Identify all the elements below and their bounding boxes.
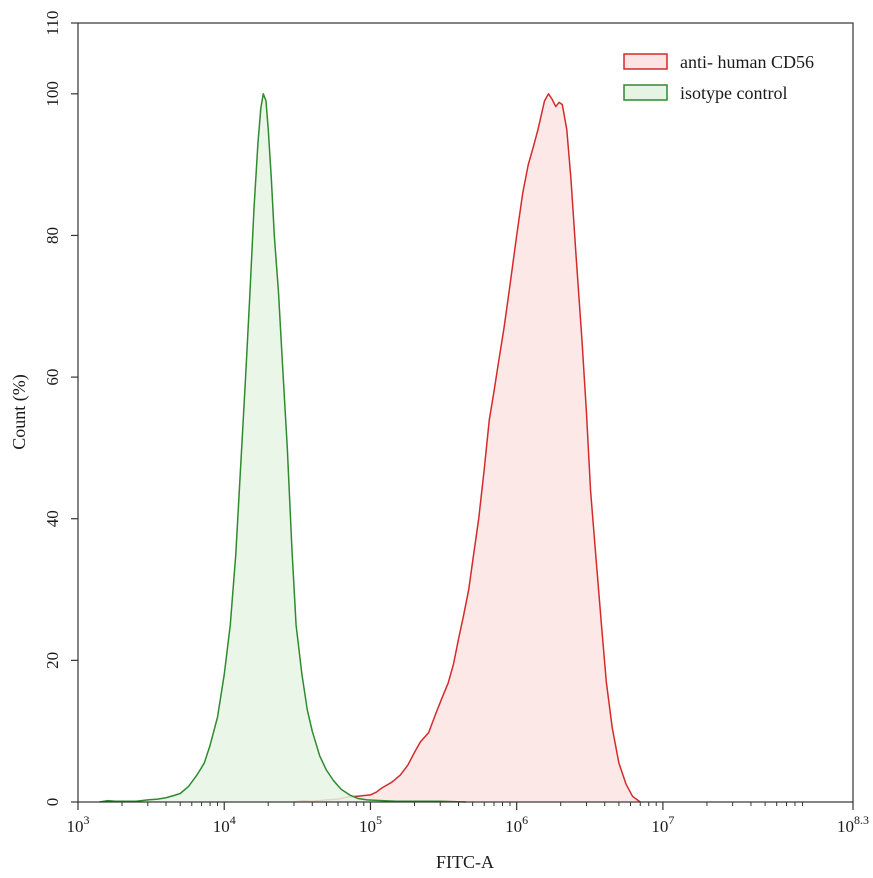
series-area-isotype xyxy=(99,93,466,802)
x-tick-label: 105 xyxy=(359,813,382,836)
x-axis-label: FITC-A xyxy=(436,852,494,872)
y-tick-label: 60 xyxy=(43,369,62,386)
x-axis-ticks: 103 104 105 106 107 108.3 xyxy=(67,802,869,836)
legend-label: anti- human CD56 xyxy=(680,52,814,72)
y-tick-label: 20 xyxy=(43,652,62,669)
x-tick-label: 106 xyxy=(505,813,528,836)
y-tick-label: 40 xyxy=(43,510,62,527)
y-tick-label: 110 xyxy=(43,11,62,36)
series-line-isotype xyxy=(99,93,466,803)
y-tick-label: 100 xyxy=(43,81,62,107)
series-line-cd56 xyxy=(293,93,641,803)
series-area-cd56 xyxy=(293,93,641,802)
series-layer xyxy=(99,93,641,803)
x-tick-label: 108.3 xyxy=(837,813,869,836)
plot-frame xyxy=(77,22,854,803)
y-axis-label: Count (%) xyxy=(9,374,30,450)
x-tick-label: 104 xyxy=(213,813,236,836)
legend-label: isotype control xyxy=(680,83,787,103)
x-tick-label: 107 xyxy=(651,813,674,836)
y-axis-ticks: 0 20 40 60 80 100 110 xyxy=(43,11,78,807)
legend-swatch xyxy=(623,84,668,101)
legend-swatch xyxy=(623,53,668,70)
x-tick-label: 103 xyxy=(67,813,90,836)
y-tick-label: 80 xyxy=(43,227,62,244)
legend: anti- human CD56 isotype control xyxy=(623,52,814,103)
y-tick-label: 0 xyxy=(43,798,62,807)
